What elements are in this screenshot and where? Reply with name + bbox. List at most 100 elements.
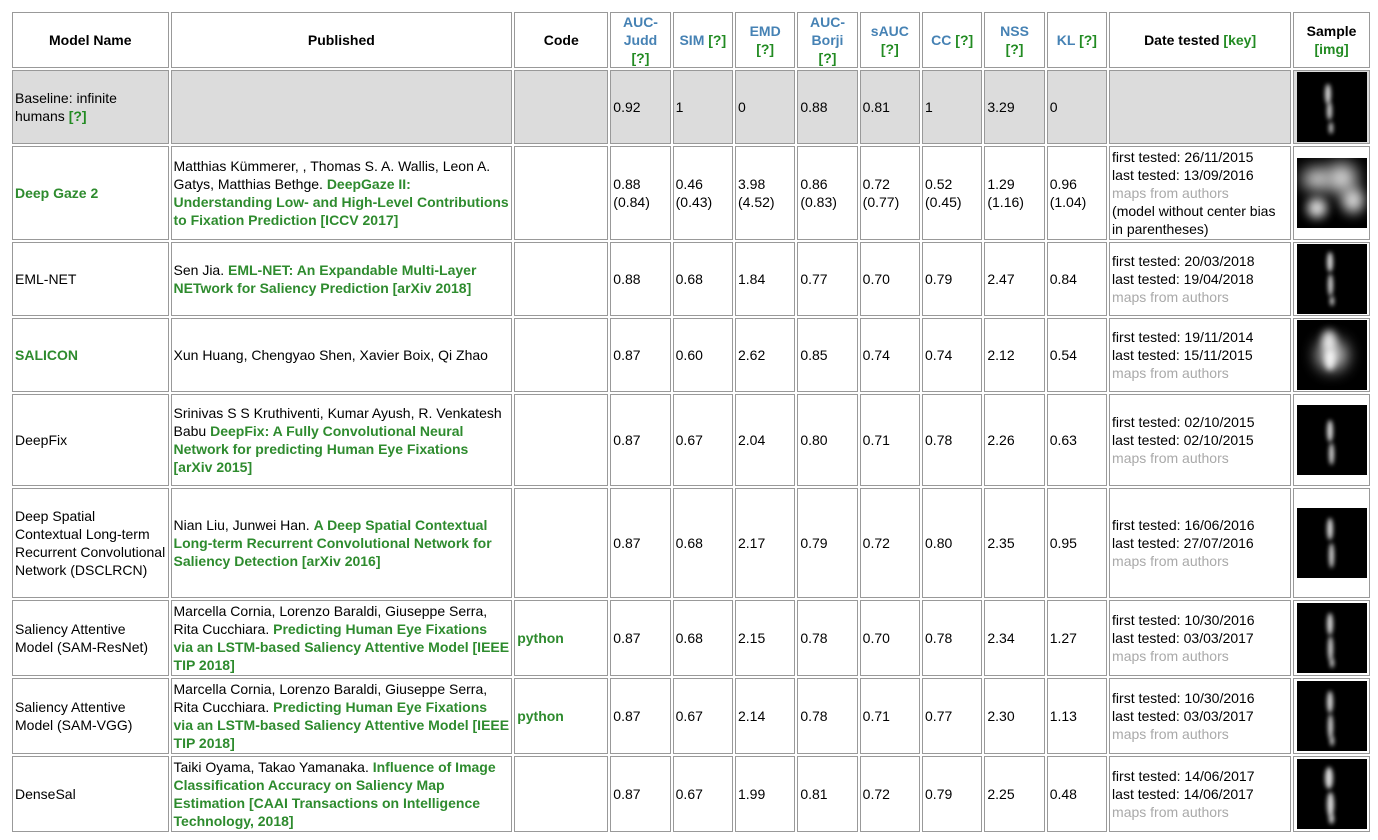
saliency-map-image[interactable] [1296, 320, 1367, 390]
metric-link[interactable]: KL [1056, 32, 1076, 48]
metric-auc-judd: 0.87 [610, 600, 671, 676]
saliency-blob [1327, 274, 1333, 296]
header-label: Sample [1306, 23, 1357, 39]
metric-value: 0.70 [862, 630, 890, 646]
help-link[interactable]: [?] [708, 32, 727, 48]
model-name[interactable]: Deep Gaze 2 [15, 185, 99, 201]
img-link[interactable]: [img] [1314, 41, 1349, 57]
metric-value: 0.88 [800, 99, 828, 115]
first-tested: first tested: 19/11/2014 [1112, 329, 1254, 345]
metric-value: 0.87 [613, 347, 641, 363]
last-tested: last tested: 13/09/2016 [1112, 167, 1254, 183]
metric-nss: 2.12 [984, 318, 1045, 392]
saliency-map-image[interactable] [1296, 681, 1367, 751]
paper-link[interactable]: A Deep Spatial Contextual Long-term Recu… [173, 517, 492, 569]
sample-cell [1293, 488, 1370, 598]
sample-cell [1293, 600, 1370, 676]
metric-auc-borji: 0.88 [797, 70, 858, 144]
saliency-blob [1328, 543, 1334, 568]
paper-link[interactable]: Predicting Human Eye Fixations via an LS… [173, 621, 510, 673]
metric-value: 2.30 [987, 708, 1015, 724]
paper-link[interactable]: EML-NET: An Expandable Multi-Layer NETwo… [173, 262, 477, 296]
saliency-blob [1328, 122, 1333, 134]
saliency-blob [1324, 84, 1331, 104]
code-link[interactable]: python [517, 708, 564, 724]
metric-link[interactable]: AUC-Borji [810, 14, 845, 48]
help-link[interactable]: [?] [880, 41, 899, 57]
saliency-map-image[interactable] [1296, 508, 1367, 578]
saliency-map-image[interactable] [1296, 72, 1367, 142]
metric-auc-judd: 0.88 (0.84) [610, 146, 671, 240]
metric-nss: 1.29 (1.16) [984, 146, 1045, 240]
sample-cell [1293, 678, 1370, 754]
help-link[interactable]: [?] [631, 50, 650, 66]
saliency-blob [1306, 198, 1327, 218]
help-link[interactable]: [?] [756, 41, 775, 57]
metric-value: 0.79 [800, 535, 828, 551]
paper-link[interactable]: Predicting Human Eye Fixations via an LS… [173, 699, 510, 751]
help-link[interactable]: [?] [955, 32, 974, 48]
metric-emd: 1.84 [734, 242, 796, 316]
date-tested-cell: first tested: 19/11/2014 last tested: 15/… [1109, 318, 1292, 392]
col-code: Code [514, 12, 609, 68]
help-link[interactable]: [?] [1079, 32, 1097, 48]
saliency-blob [1316, 340, 1347, 370]
metric-link[interactable]: CC [931, 32, 952, 48]
saliency-map-image[interactable] [1296, 244, 1367, 314]
saliency-blob [1326, 792, 1334, 817]
saliency-map-image[interactable] [1296, 158, 1367, 228]
paper-link[interactable]: Influence of Image Classification Accura… [173, 759, 496, 829]
col-sauc: sAUC [?] [859, 12, 921, 68]
saliency-blob [1329, 736, 1334, 746]
model-name: EML-NET [15, 271, 77, 287]
metric-value: 0.77 [925, 708, 953, 724]
code-link[interactable]: python [517, 630, 564, 646]
metric-sauc: 0.72 (0.77) [859, 146, 921, 240]
metric-kl: 0.63 [1046, 394, 1108, 486]
paper-link[interactable]: DeepFix: A Fully Convolutional Neural Ne… [173, 423, 469, 475]
saliency-map-image[interactable] [1296, 405, 1367, 475]
model-name[interactable]: SALICON [15, 347, 78, 363]
saliency-blob [1301, 168, 1332, 190]
metric-auc-judd: 0.88 [610, 242, 671, 316]
metric-link[interactable]: NSS [1000, 23, 1029, 39]
metric-link[interactable]: SIM [679, 32, 705, 48]
code-cell [514, 146, 609, 240]
table-row: Baseline: infinite humans [?] 0.92 1 0 0.88… [12, 70, 1370, 144]
metric-value: 0.78 [800, 708, 828, 724]
date-tested-cell [1109, 70, 1292, 144]
help-link[interactable]: [?] [1005, 41, 1024, 57]
metric-auc-judd: 0.87 [610, 394, 671, 486]
col-sample: Sample [img] [1293, 12, 1370, 68]
code-cell [514, 394, 609, 486]
published-cell: Marcella Cornia, Lorenzo Baraldi, Giusep… [170, 678, 513, 754]
key-link[interactable]: [key] [1223, 32, 1257, 48]
metric-cc: 0.78 [922, 394, 983, 486]
saliency-map-image[interactable] [1296, 603, 1367, 673]
saliency-map-image[interactable] [1296, 759, 1367, 829]
table-row: EML-NET Sen Jia. EML-NET: An Expandable M… [12, 242, 1370, 316]
metric-link[interactable]: AUC-Judd [622, 14, 658, 48]
metric-link[interactable]: EMD [749, 23, 781, 39]
paper-link[interactable]: DeepGaze II: Understanding Low- and High… [173, 176, 509, 228]
metric-emd: 3.98 (4.52) [734, 146, 796, 240]
metric-link[interactable]: sAUC [870, 23, 909, 39]
help-link[interactable]: [?] [818, 50, 837, 66]
last-tested: last tested: 14/06/2017 [1112, 786, 1254, 802]
metric-auc-borji: 0.77 [797, 242, 858, 316]
metric-value: 0.60 [675, 347, 703, 363]
note: (model without center bias in parenthese… [1112, 203, 1276, 237]
metric-value: 0.87 [613, 630, 641, 646]
metric-auc-judd: 0.87 [610, 318, 671, 392]
metric-value: 0.80 [925, 535, 953, 551]
metric-value: 0.84 [1049, 271, 1077, 287]
model-name: Saliency Attentive Model (SAM-ResNet) [15, 621, 149, 655]
help-link[interactable]: [?] [68, 108, 87, 124]
maps-from-authors: maps from authors [1112, 185, 1229, 201]
model-name-cell: DenseSal [12, 756, 169, 832]
saliency-blob [1326, 518, 1333, 540]
metric-sauc: 0.81 [859, 70, 921, 144]
metric-cc: 0.77 [922, 678, 983, 754]
table-row: DenseSal Taiki Oyama, Takao Yamanaka. Inf… [12, 756, 1370, 832]
authors: Marcella Cornia, Lorenzo Baraldi, Giusep… [173, 603, 488, 637]
